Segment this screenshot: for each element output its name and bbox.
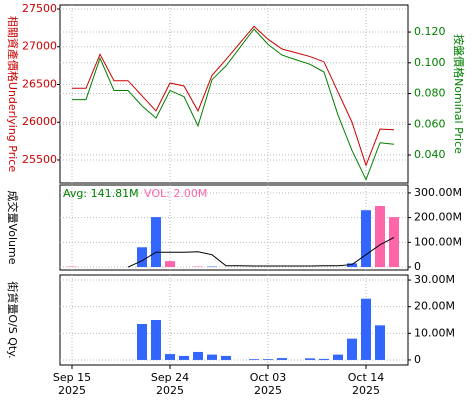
bar	[193, 351, 203, 360]
y-tick-label: 27000	[22, 40, 57, 53]
legend-avg: Avg: 141.81M	[63, 187, 139, 200]
bar	[347, 263, 357, 268]
bar	[263, 359, 273, 360]
y2-tick-label: 100.00M	[414, 235, 462, 248]
y2-tick-label: 20.00M	[414, 300, 455, 313]
y-tick-label: 26500	[22, 77, 57, 90]
bar	[137, 247, 147, 268]
y-axis-title: 街貨量O/S Qty.	[6, 281, 20, 358]
bar	[151, 320, 161, 360]
y2-tick-label: 200.00M	[414, 211, 462, 224]
bar	[165, 261, 175, 268]
bar	[319, 358, 329, 360]
y2-tick-label: 30.00M	[414, 273, 455, 286]
bar	[361, 210, 371, 268]
y2-tick-label: 0	[414, 353, 421, 366]
y2-tick-label: 0.120	[414, 25, 446, 38]
y2-tick-label: 300.00M	[414, 186, 462, 199]
bar	[333, 354, 343, 360]
price-line	[72, 28, 395, 181]
y2-tick-label: 0.100	[414, 56, 446, 69]
avg-line	[127, 236, 395, 268]
bar	[277, 358, 287, 360]
bar	[221, 355, 231, 360]
y2-tick-label: 0.060	[414, 117, 446, 130]
x-tick-label: Oct 03 2025	[249, 371, 287, 397]
y2-axis-title: 按盤價格Nominal Price	[452, 34, 466, 154]
bar	[179, 355, 189, 360]
y2-tick-label: 10.00M	[414, 326, 455, 339]
y-tick-label: 25500	[22, 153, 57, 166]
bar	[361, 298, 371, 360]
bar	[151, 217, 161, 268]
bar	[249, 359, 259, 360]
y2-tick-label: 0	[414, 260, 421, 273]
y2-tick-label: 0.040	[414, 148, 446, 161]
bar	[375, 325, 385, 360]
bar	[165, 354, 175, 360]
bar	[137, 323, 147, 360]
y-tick-label: 26000	[22, 115, 57, 128]
y-axis-title: 相關資產價格Underlying Price	[6, 16, 20, 172]
plot-area	[59, 274, 409, 366]
bar	[389, 217, 399, 268]
price-line	[72, 25, 395, 167]
bar	[375, 206, 385, 268]
plot-area	[59, 184, 409, 271]
x-tick-label: Sep 24 2025	[150, 371, 190, 397]
bar	[347, 338, 357, 360]
bar	[207, 354, 217, 360]
x-tick-label: Sep 15 2025	[52, 371, 92, 397]
y-tick-label: 27500	[22, 2, 57, 15]
x-tick-label: Oct 14 2025	[347, 371, 385, 397]
legend-vol: VOL: 2.00M	[144, 187, 207, 200]
bar	[305, 358, 315, 360]
y2-tick-label: 0.080	[414, 87, 446, 100]
y-axis-title: 成交量Volume	[6, 191, 20, 265]
